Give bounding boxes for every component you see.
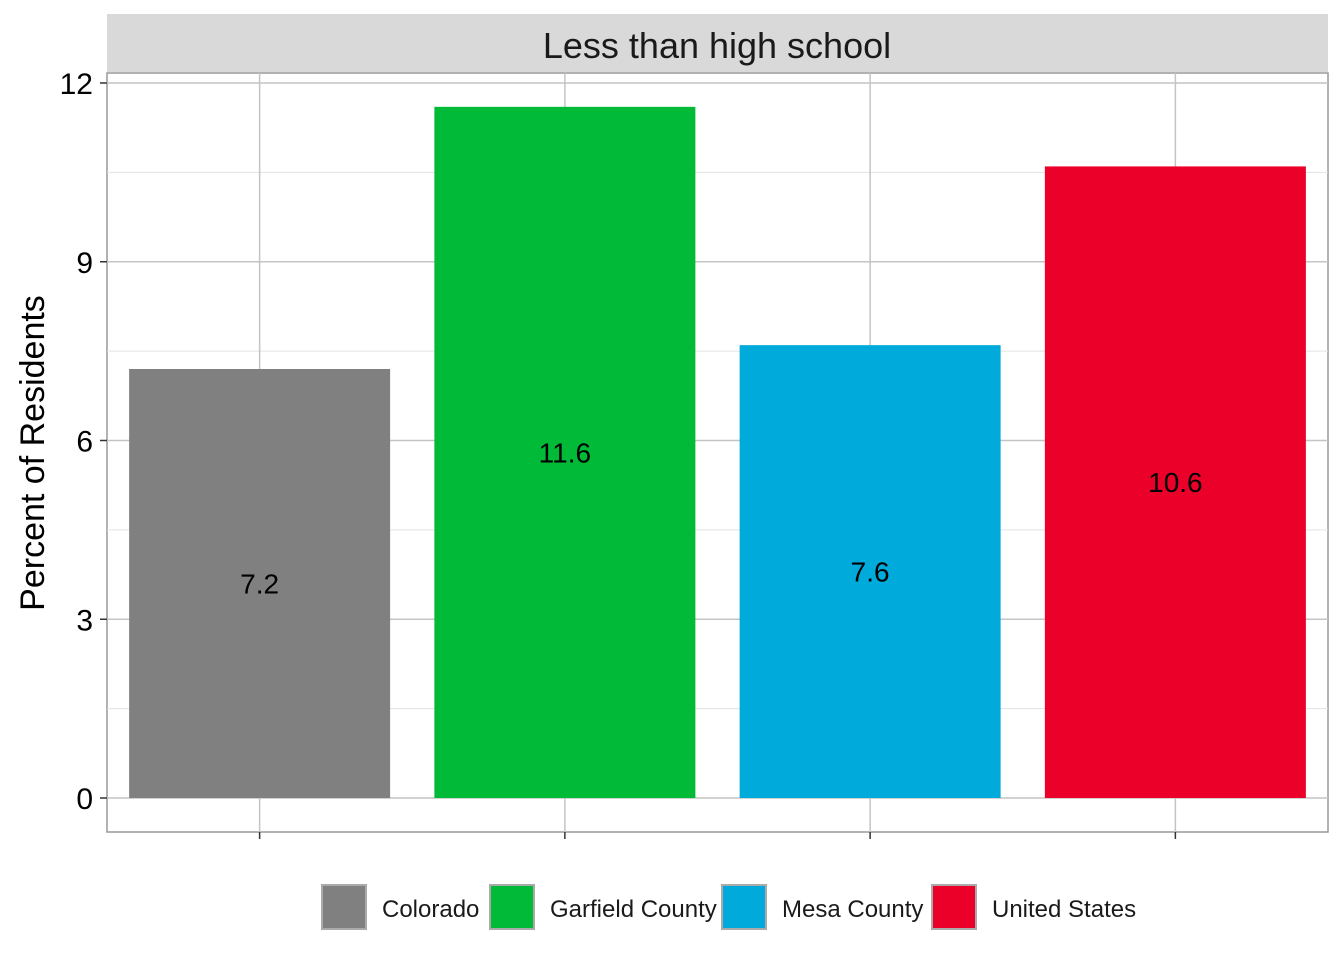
bar-value-label: 7.2: [240, 569, 279, 600]
bar-mesa-county: [739, 345, 1001, 798]
legend-swatch: [721, 884, 767, 930]
y-axis-label: Percent of Residents: [14, 295, 52, 611]
bar-value-label: 7.6: [851, 557, 890, 588]
y-tick-label: 12: [60, 68, 93, 101]
facet-strip: [107, 14, 1328, 72]
y-tick-label: 6: [76, 426, 93, 459]
legend-label: Garfield County: [550, 896, 717, 923]
y-tick-label: 0: [76, 783, 93, 816]
y-tick-label: 9: [76, 247, 93, 280]
bar-garfield-county: [434, 106, 696, 799]
bar-united-states: [1044, 166, 1306, 798]
legend-label: United States: [992, 896, 1136, 923]
legend-label: Colorado: [382, 896, 479, 923]
legend-label: Mesa County: [782, 896, 923, 923]
legend-swatch: [321, 884, 367, 930]
legend-swatch: [931, 884, 977, 930]
y-tick-label: 3: [76, 604, 93, 637]
legend-swatch: [489, 884, 535, 930]
facet-title: Less than high school: [543, 25, 891, 66]
bar-value-label: 10.6: [1148, 467, 1203, 498]
bar-value-label: 11.6: [539, 437, 591, 468]
bar-colorado: [129, 369, 391, 798]
